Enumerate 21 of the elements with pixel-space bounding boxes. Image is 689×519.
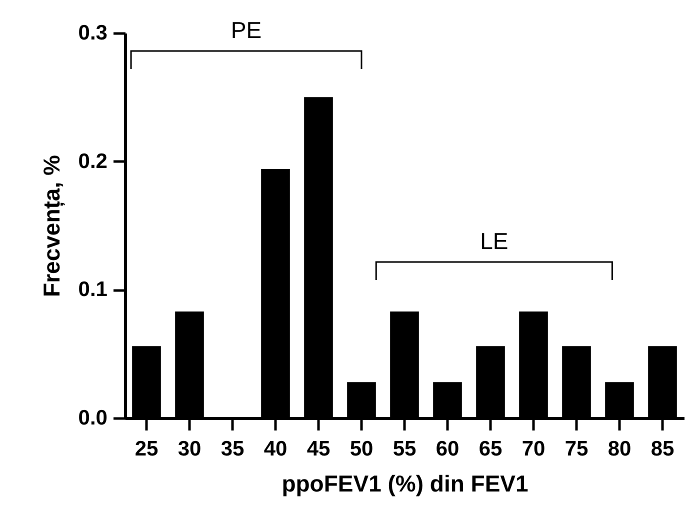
x-tick-label: 65 xyxy=(478,438,502,460)
x-tick-label: 35 xyxy=(220,438,244,460)
annotation: PE xyxy=(230,17,262,43)
x-tick-label: 75 xyxy=(564,438,588,460)
x-tick-label: 25 xyxy=(134,438,158,460)
x-axis-title: ppoFEV1 (%) din FEV1 xyxy=(282,470,529,496)
y-tick-label: 0.0 xyxy=(78,406,108,430)
annotation: LE xyxy=(480,228,508,254)
x-tick-label: 30 xyxy=(178,438,202,460)
x-tick-label: 80 xyxy=(608,438,632,460)
x-tick-label: 45 xyxy=(306,438,330,460)
x-tick-label: 40 xyxy=(264,438,288,460)
y-tick-label: 0.2 xyxy=(78,150,108,173)
x-tick-label: 70 xyxy=(522,438,546,460)
x-tick-label: 60 xyxy=(436,438,460,460)
x-tick-label: 55 xyxy=(392,438,416,460)
y-axis-title: Frecvența, % xyxy=(38,155,66,297)
x-tick-label: 50 xyxy=(350,438,374,460)
y-tick-label: 0.1 xyxy=(78,278,108,302)
y-tick-label: 0.3 xyxy=(78,22,108,44)
x-tick-label: 85 xyxy=(650,438,674,460)
